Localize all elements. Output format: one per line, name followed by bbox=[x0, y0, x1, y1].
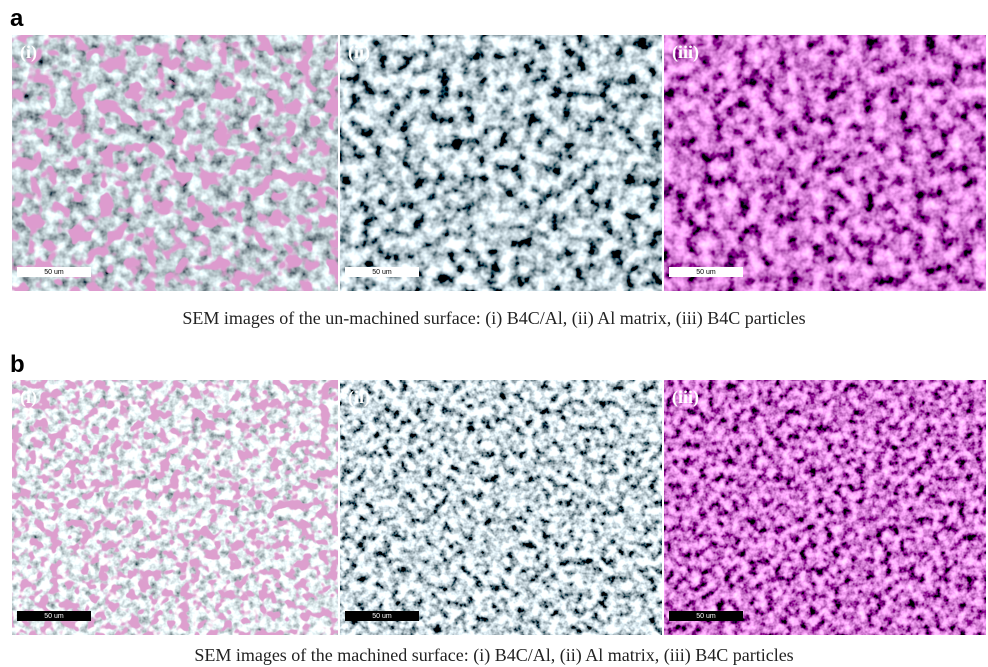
caption: SEM images of the machined surface: (i) … bbox=[194, 645, 793, 666]
scale-bar bbox=[345, 267, 419, 277]
sem-image bbox=[664, 380, 986, 635]
image-label: (i) bbox=[20, 42, 37, 63]
sem-image bbox=[664, 35, 986, 291]
image-label: (iii) bbox=[672, 387, 699, 408]
caption: SEM images of the un-machined surface: (… bbox=[182, 308, 805, 329]
image-label: (ii) bbox=[348, 42, 370, 63]
image-label: (ii) bbox=[348, 387, 370, 408]
image-label: (i) bbox=[20, 387, 37, 408]
scale-bar-label: 50 um bbox=[44, 613, 64, 620]
sem-image bbox=[340, 380, 662, 635]
scale-bar-label: 50 um bbox=[696, 269, 716, 276]
scale-bar bbox=[669, 611, 743, 621]
sem-image bbox=[340, 35, 662, 291]
scale-bar-label: 50 um bbox=[696, 613, 716, 620]
sem-image bbox=[12, 35, 338, 291]
scale-bar bbox=[345, 611, 419, 621]
panel-letter: b bbox=[10, 351, 25, 378]
scale-bar bbox=[669, 267, 743, 277]
scale-bar-label: 50 um bbox=[372, 269, 392, 276]
scale-bar bbox=[17, 611, 91, 621]
sem-image bbox=[12, 380, 338, 635]
scale-bar bbox=[17, 267, 91, 277]
scale-bar-label: 50 um bbox=[372, 613, 392, 620]
image-label: (iii) bbox=[672, 42, 699, 63]
scale-bar-label: 50 um bbox=[44, 269, 64, 276]
panel-letter: a bbox=[10, 5, 24, 32]
